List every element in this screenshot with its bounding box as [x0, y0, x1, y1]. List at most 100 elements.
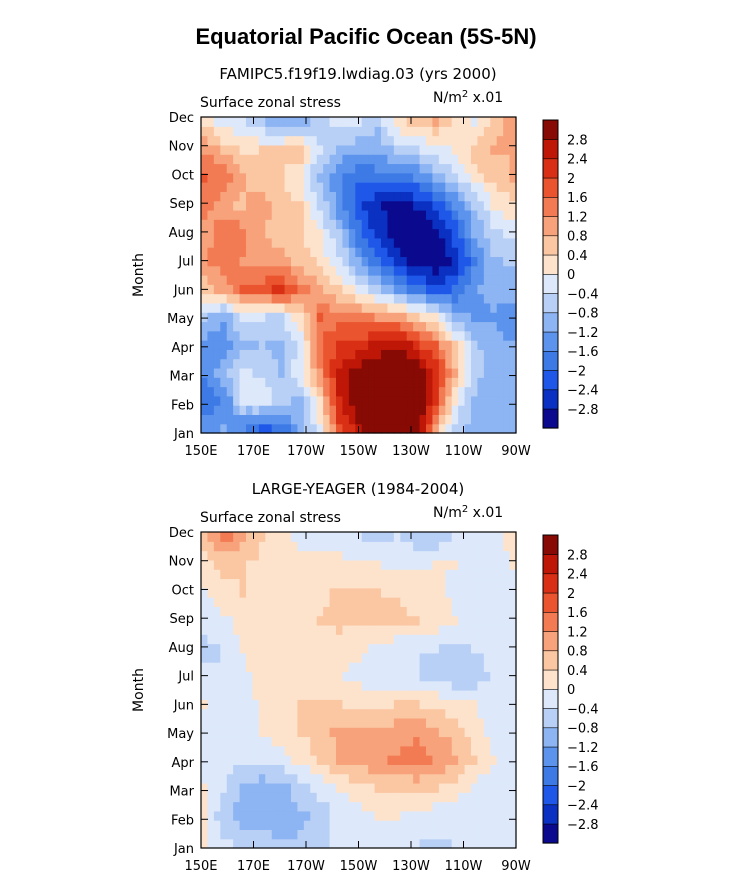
heatmap-cell — [355, 587, 363, 598]
heatmap-cell — [477, 727, 485, 738]
heatmap-cell — [451, 699, 459, 710]
heatmap-cell — [297, 312, 305, 323]
heatmap-cell — [278, 163, 286, 174]
heatmap-cell — [342, 671, 350, 682]
heatmap-cell — [368, 541, 376, 552]
heatmap-cell — [336, 680, 344, 691]
heatmap-cell — [477, 606, 485, 617]
heatmap-cell — [374, 293, 382, 304]
heatmap-cell — [496, 302, 504, 313]
heatmap-cell — [355, 358, 363, 369]
heatmap-cell — [419, 200, 427, 211]
heatmap-cell — [483, 634, 491, 645]
heatmap-cell — [406, 144, 414, 155]
heatmap-cell — [458, 559, 466, 570]
heatmap-cell — [316, 302, 324, 313]
heatmap-cell — [426, 256, 434, 267]
heatmap-cell — [258, 829, 266, 840]
heatmap-cell — [413, 782, 421, 793]
heatmap-cell — [490, 801, 498, 812]
heatmap-cell — [471, 708, 479, 719]
heatmap-cell — [503, 820, 511, 831]
heatmap-cell — [400, 386, 408, 397]
heatmap-cell — [233, 671, 241, 682]
heatmap-cell — [233, 782, 241, 793]
heatmap-cell — [483, 717, 491, 728]
heatmap-cell — [246, 690, 254, 700]
heatmap-cell — [342, 321, 350, 332]
heatmap-cell — [213, 228, 221, 239]
heatmap-cell — [464, 652, 472, 663]
heatmap-cell — [374, 423, 382, 434]
heatmap-cell — [310, 745, 318, 756]
heatmap-cell — [464, 597, 472, 607]
heatmap-cell — [381, 321, 389, 332]
heatmap-cell — [303, 377, 311, 388]
heatmap-cell — [458, 773, 466, 784]
heatmap-cell — [220, 321, 228, 332]
heatmap-cell — [490, 182, 498, 192]
heatmap-cell — [464, 782, 472, 793]
heatmap-cell — [451, 764, 459, 775]
heatmap-cell — [291, 386, 299, 397]
heatmap-cell — [438, 810, 446, 821]
heatmap-cell — [265, 228, 273, 239]
heatmap-cell — [310, 284, 318, 295]
heatmap-cell — [432, 265, 440, 276]
colorbar-swatch — [542, 823, 559, 844]
heatmap-cell — [239, 532, 247, 542]
heatmap-cell — [503, 736, 511, 747]
heatmap-cell — [471, 117, 479, 127]
heatmap-cell — [496, 559, 504, 570]
heatmap-cell — [233, 643, 241, 654]
heatmap-cell — [233, 569, 241, 580]
heatmap-cell — [361, 597, 369, 607]
heatmap-cell — [265, 624, 273, 635]
bottom-panel-units: N/m2 x.01 — [433, 504, 503, 521]
heatmap-cell — [368, 358, 376, 369]
heatmap-cell — [278, 275, 286, 285]
heatmap-cell — [381, 163, 389, 174]
heatmap-cell — [310, 634, 318, 645]
heatmap-cell — [400, 773, 408, 784]
heatmap-cell — [381, 135, 389, 146]
heatmap-cell — [348, 200, 356, 211]
heatmap-cell — [419, 559, 427, 570]
heatmap-cell — [303, 367, 311, 378]
heatmap-cell — [381, 340, 389, 350]
heatmap-cell — [316, 606, 324, 617]
heatmap-cell — [201, 414, 209, 425]
heatmap-cell — [368, 414, 376, 425]
heatmap-cell — [413, 349, 421, 360]
heatmap-cell — [509, 745, 517, 756]
heatmap-cell — [471, 745, 479, 756]
heatmap-cell — [258, 643, 266, 654]
heatmap-cell — [438, 708, 446, 719]
heatmap-cell — [329, 550, 337, 561]
heatmap-cell — [432, 643, 440, 654]
heatmap-cell — [213, 801, 221, 812]
heatmap-cell — [496, 587, 504, 598]
heatmap-cell — [258, 755, 266, 765]
heatmap-cell — [387, 377, 395, 388]
heatmap-cell — [201, 652, 209, 663]
heatmap-cell — [387, 265, 395, 276]
heatmap-cell — [406, 652, 414, 663]
heatmap-cell — [503, 662, 511, 673]
heatmap-cell — [348, 395, 356, 406]
heatmap-cell — [291, 247, 299, 258]
heatmap-cell — [258, 708, 266, 719]
heatmap-cell — [509, 135, 517, 146]
heatmap-cell — [291, 312, 299, 323]
heatmap-cell — [329, 377, 337, 388]
heatmap-cell — [233, 358, 241, 369]
heatmap-cell — [438, 606, 446, 617]
heatmap-cell — [419, 745, 427, 756]
heatmap-cell — [445, 405, 453, 416]
heatmap-cell — [278, 284, 286, 295]
heatmap-cell — [226, 541, 234, 552]
heatmap-cell — [419, 578, 427, 589]
heatmap-cell — [400, 624, 408, 635]
heatmap-cell — [490, 395, 498, 406]
heatmap-cell — [483, 330, 491, 341]
